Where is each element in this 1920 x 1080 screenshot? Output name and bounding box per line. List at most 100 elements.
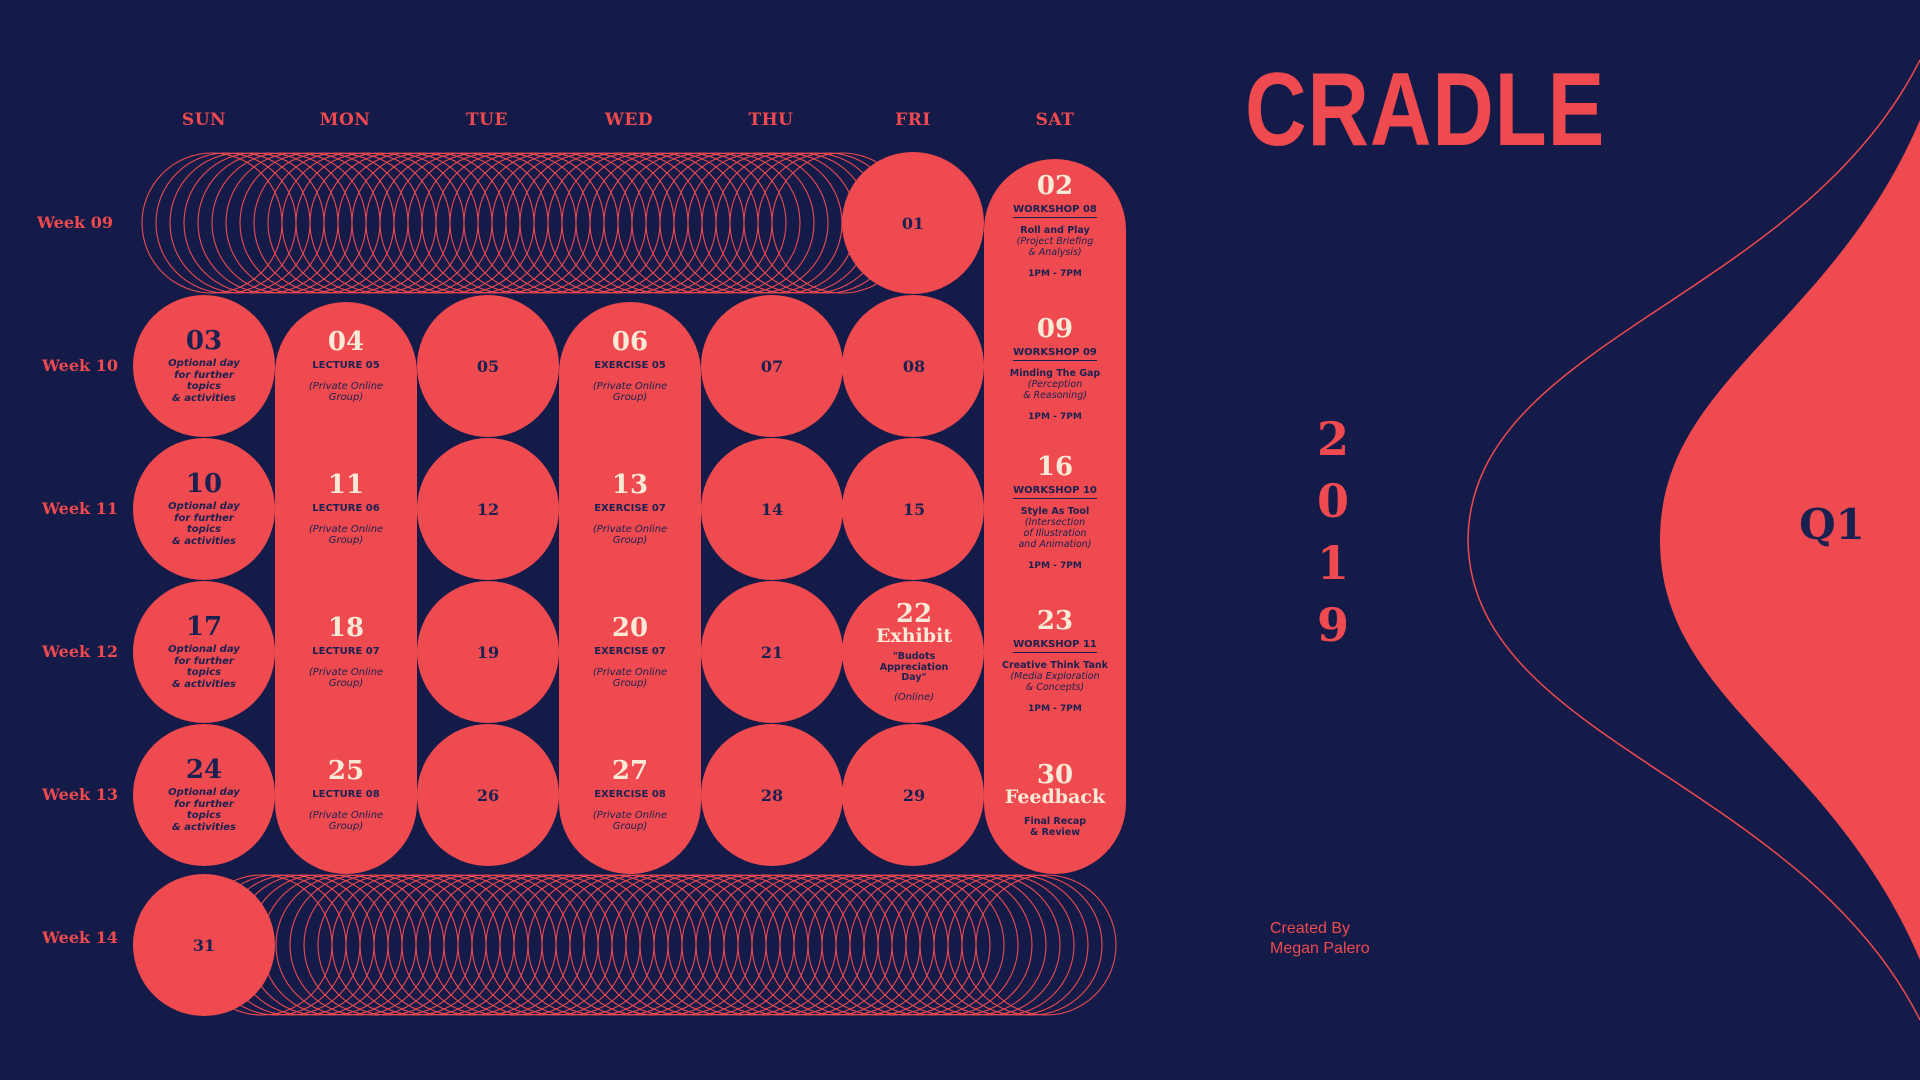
event-time: 1PM - 7PM [1028,411,1082,422]
header-thu: THU [748,110,794,130]
event-note: (Private Online Group) [308,380,384,404]
brand-title: CRADLE [1245,52,1606,168]
day-10: 10 Optional day for further topics & act… [134,439,274,579]
week-label-11: Week 11 [42,499,118,518]
event-note: (Private Online Group) [592,809,668,833]
day-number: 15 [902,499,926,519]
header-sun: SUN [181,110,227,130]
day-01-circle [842,152,984,294]
day-circle [417,438,559,580]
day-25: 25 LECTURE 08 (Private Online Group) [276,725,416,865]
day-11: 11 LECTURE 06 (Private Online Group) [276,439,416,579]
header-wed: WED [604,110,654,130]
trail-ring [961,874,1103,1016]
day-number: 28 [760,785,784,805]
event-note: (Private Online Group) [592,523,668,547]
day-circle [842,438,984,580]
day-circle [417,724,559,866]
day-19: 19 [418,582,558,722]
day-number: 19 [476,642,500,662]
wave-outline [1467,59,1920,1021]
day-number: 18 [327,612,365,643]
day-01: 01 [843,153,983,293]
trail-ring [919,874,1061,1016]
week-label-10: Week 10 [42,356,118,375]
day-number: 31 [192,935,216,955]
week14-ring-trail [191,874,1117,1016]
trail-ring [877,874,1019,1016]
event-note: (Private Online Group) [308,666,384,690]
trail-ring [975,874,1117,1016]
day-14: 14 [702,439,842,579]
day-number: 10 [185,469,223,499]
day-number: 30 [1036,760,1074,790]
event-note: Final Recap & Review [1023,816,1087,838]
week-label-13: Week 13 [42,785,118,804]
day-05: 05 [418,296,558,436]
day-26: 26 [418,725,558,865]
day-number: 23 [1036,606,1074,636]
trail-ring [659,152,801,294]
day-number: 16 [1036,452,1074,482]
day-circle [417,295,559,437]
monday-pill [275,302,417,874]
day-number: 29 [902,785,926,805]
event-kind: EXERCISE 07 [594,502,666,514]
day-number: 08 [902,356,926,376]
day-23: 23 WORKSHOP 11 Creative Think Tank (Medi… [985,600,1125,735]
event-kind: EXERCISE 08 [594,788,666,800]
day-number: 26 [476,785,500,805]
event-time: 1PM - 7PM [1028,703,1082,714]
event-note: (Media Exploration & Concepts) [1010,670,1100,693]
week-label-09: Week 09 [37,213,113,232]
day-circle [842,724,984,866]
year-digit-2: 0 [1316,474,1349,528]
day-17: 17 Optional day for further topics & act… [134,582,274,722]
day-number: 24 [185,755,223,785]
day-08: 08 [844,296,984,436]
day-number: 07 [760,356,784,376]
day-24: 24 Optional day for further topics & act… [134,725,274,865]
day-number: 13 [611,469,649,500]
day-circle [842,581,984,723]
day-circle [133,581,275,723]
day-18: 18 LECTURE 07 (Private Online Group) [276,582,416,722]
day-number: 25 [327,755,365,786]
day-circles [133,295,984,866]
event-kind: WORKSHOP 09 [1013,347,1097,361]
day-circle [701,581,843,723]
day-circle [701,295,843,437]
header-tue: TUE [466,110,508,130]
day-number: 09 [1036,314,1074,344]
event-kind: WORKSHOP 08 [1013,204,1097,218]
day-09: 09 WORKSHOP 09 Minding The Gap (Percepti… [985,306,1125,441]
event-kind: WORKSHOP 11 [1013,639,1097,653]
trail-ring [863,874,1005,1016]
trail-ring [933,874,1075,1016]
event-kind: WORKSHOP 10 [1013,485,1097,499]
event-note: (Perception & Reasoning) [1023,378,1087,401]
day-number: 11 [327,469,365,500]
event-kind: LECTURE 07 [312,645,380,657]
event-format: (Online) [893,692,935,704]
event-note: (Private Online Group) [592,380,668,404]
event-title: Creative Think Tank [1002,660,1108,671]
day-number: 05 [476,356,500,376]
week-label-14: Week 14 [42,928,118,947]
day-number: 01 [901,213,925,233]
event-note: (Private Online Group) [592,666,668,690]
trail-ring [645,152,787,294]
day-30: 30 Feedback Final Recap & Review [985,760,1125,860]
day-04: 04 LECTURE 05 (Private Online Group) [276,296,416,436]
day-number: 02 [1036,171,1074,201]
day-note: Optional day for further topics & activi… [168,358,240,404]
header-sat: SAT [1035,110,1075,130]
event-kind: EXERCISE 05 [594,359,666,371]
credit-name: Megan Palero [1270,940,1370,957]
day-06: 06 EXERCISE 05 (Private Online Group) [560,296,700,436]
day-21: 21 [702,582,842,722]
day-27: 27 EXERCISE 08 (Private Online Group) [560,725,700,865]
saturday-pill [984,159,1126,874]
day-number: 12 [476,499,500,519]
